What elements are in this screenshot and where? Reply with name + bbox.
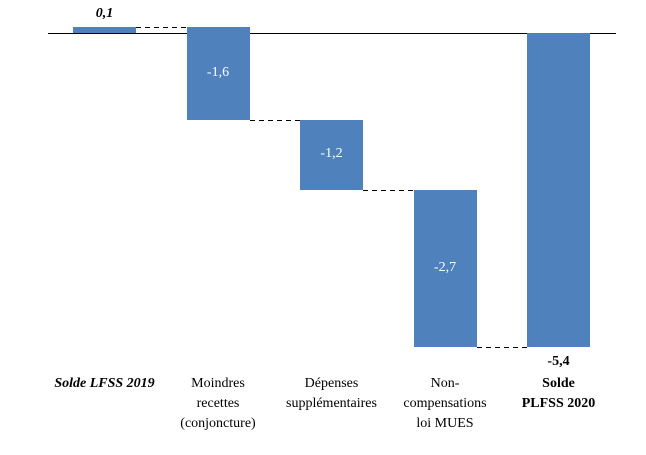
waterfall-bar-solde-plfss-2020 [527,33,590,347]
value-label-solde-lfss-2019: 0,1 [95,6,114,22]
value-label-non-compensations-loi-mues: -2,7 [433,259,457,275]
category-label-solde-lfss-2019: Solde LFSS 2019 [54,376,155,391]
category-label-depenses-supplementaires: Dépenses supplémentaires [286,376,377,411]
value-label-moindres-recettes-conjoncture: -1,6 [206,64,230,80]
connector-line-1 [136,27,187,29]
category-label-moindres-recettes-conjoncture: Moindres recettes (conjoncture) [180,376,256,431]
waterfall-bar-moindres-recettes-conjoncture [186,27,250,121]
waterfall-bar-solde-lfss-2019 [73,27,136,33]
value-label-solde-plfss-2020: -5,4 [547,354,570,369]
zero-axis-line [48,33,616,34]
connector-line-4 [476,347,527,348]
category-label-solde-plfss-2020: Solde PLFSS 2020 [521,376,596,411]
connector-line-3 [363,190,414,191]
category-label-non-compensations-loi-mues: Non- compensations loi MUES [403,376,487,431]
connector-line-2 [249,120,300,122]
waterfall-bar-non-compensations-loi-mues [413,190,477,347]
waterfall-bar-depenses-supplementaires [300,120,363,190]
value-label-depenses-supplementaires: -1,2 [320,146,343,162]
